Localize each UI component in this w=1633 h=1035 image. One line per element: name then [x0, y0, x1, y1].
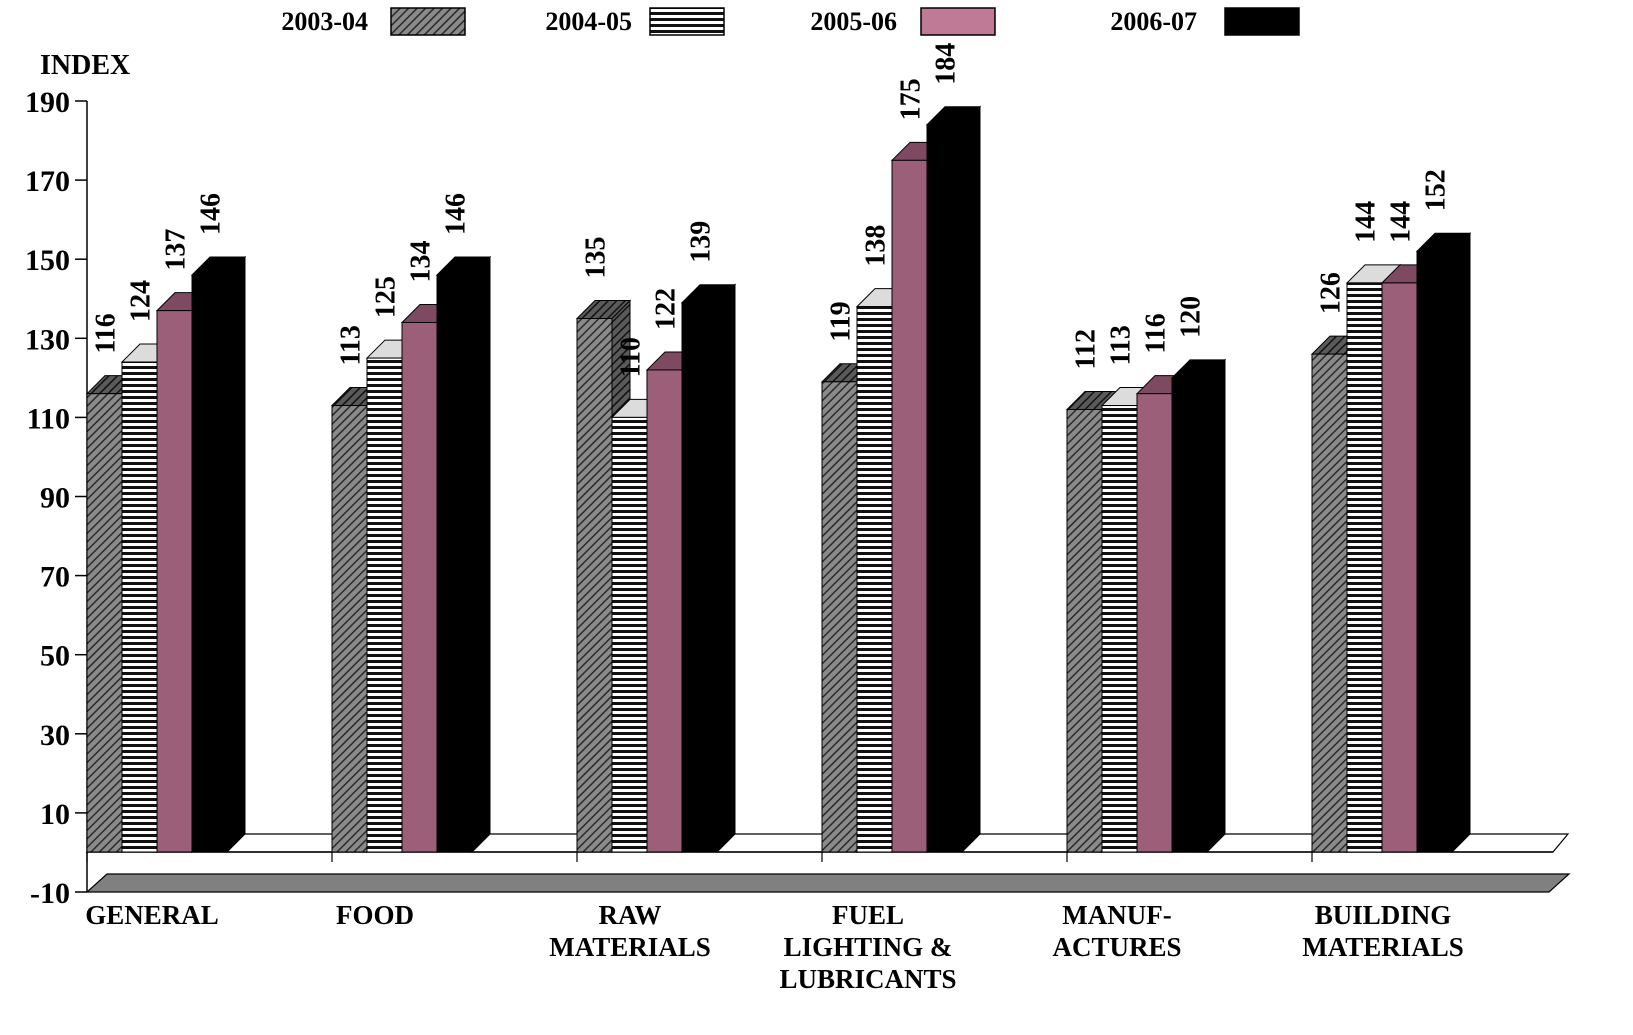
- data-label: 125: [371, 276, 402, 318]
- data-label: 146: [441, 193, 472, 235]
- category-label: FOOD: [336, 900, 414, 930]
- y-tick-label: 170: [25, 165, 70, 198]
- legend: 2003-04 2004-05 2005-06 2006-07: [281, 7, 1300, 36]
- data-label: 184: [931, 43, 962, 85]
- y-tick-label: 10: [40, 798, 70, 831]
- data-label: 110: [616, 337, 647, 377]
- y-tick-label: -10: [30, 877, 70, 910]
- legend-item: 2006-07: [1110, 7, 1300, 36]
- category-label: BUILDING MATERIALS: [1302, 900, 1464, 962]
- data-label: 138: [861, 225, 892, 267]
- bar: [435, 255, 492, 854]
- y-tick-label: 130: [25, 323, 70, 356]
- legend-item: 2003-04: [281, 7, 466, 36]
- bar: [1415, 232, 1472, 854]
- y-tick-label: 110: [27, 402, 70, 435]
- legend-item: 2005-06: [810, 7, 996, 36]
- data-label: 137: [161, 229, 192, 271]
- data-label: 152: [1421, 169, 1452, 211]
- floor-plate: [85, 873, 1571, 893]
- data-label: 113: [336, 325, 367, 365]
- category-label: FUEL LIGHTING & LUBRICANTS: [779, 900, 956, 994]
- data-labels: 1161241371461131251341461351101221391191…: [91, 43, 1452, 378]
- data-label: 116: [1141, 313, 1172, 353]
- legend-swatch: [1224, 7, 1300, 36]
- data-label: 144: [1351, 201, 1382, 243]
- data-label: 175: [896, 78, 927, 120]
- data-label: 134: [406, 240, 437, 282]
- bar: [190, 255, 247, 854]
- legend-item: 2004-05: [545, 7, 725, 36]
- legend-swatch: [920, 7, 996, 36]
- bar: [680, 283, 737, 854]
- y-tick-label: 190: [25, 86, 70, 119]
- legend-label: 2004-05: [545, 7, 632, 36]
- category-label: GENERAL: [85, 900, 219, 930]
- data-label: 139: [686, 221, 717, 263]
- data-label: 126: [1316, 272, 1347, 314]
- data-label: 122: [651, 288, 682, 330]
- legend-label: 2003-04: [281, 7, 368, 36]
- legend-label: 2005-06: [810, 7, 897, 36]
- data-label: 112: [1071, 329, 1102, 369]
- data-label: 146: [196, 193, 227, 235]
- y-tick-label: 70: [40, 561, 70, 594]
- y-axis: 190 170 150 130 110 90 70 50 30 10 -10: [25, 86, 88, 910]
- data-label: 116: [91, 313, 122, 353]
- legend-swatch: [649, 7, 725, 36]
- y-tick-label: 150: [25, 244, 70, 277]
- data-label: 144: [1386, 201, 1417, 243]
- bar: [1170, 358, 1227, 854]
- data-label: 119: [826, 301, 857, 341]
- y-axis-label: INDEX: [40, 50, 130, 81]
- category-label: MANUF-ACTURES: [1052, 900, 1181, 962]
- y-tick-label: 30: [40, 719, 70, 752]
- y-tick-label: 90: [40, 482, 70, 515]
- y-tick-label: 50: [40, 640, 70, 673]
- category-label: RAW MATERIALS: [549, 900, 711, 962]
- data-label: 120: [1176, 296, 1207, 338]
- data-label: 113: [1106, 325, 1137, 365]
- legend-label: 2006-07: [1110, 7, 1197, 36]
- data-label: 124: [126, 280, 157, 322]
- x-axis-categories: GENERAL FOOD RAW MATERIALS FUEL LIGHTING & LUB…: [85, 900, 1464, 994]
- legend-swatch: [390, 7, 466, 36]
- data-label: 135: [581, 237, 612, 279]
- bar: [925, 105, 982, 854]
- bars: [85, 105, 1472, 854]
